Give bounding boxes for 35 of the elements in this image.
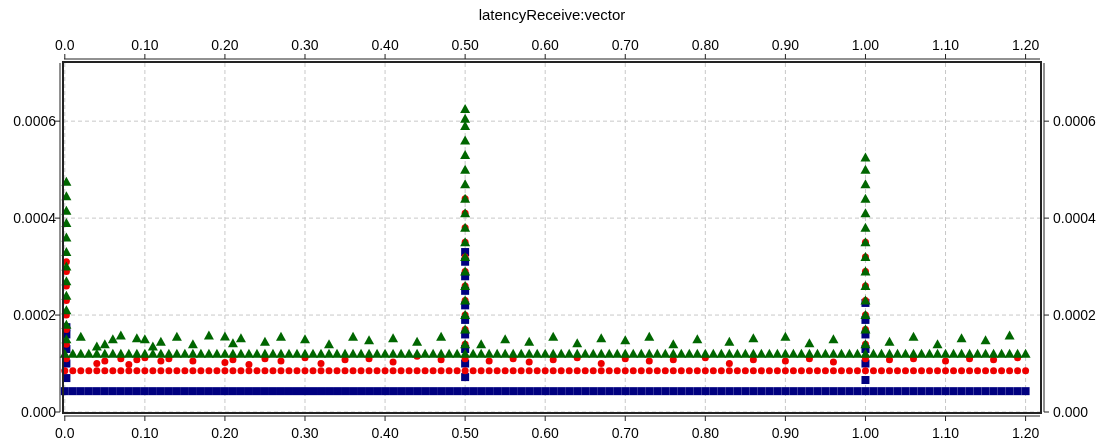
x2-tick-label: 0.0 (55, 425, 75, 441)
chart-title: latencyReceive:vector (478, 6, 626, 23)
y-tick-label: 0.0004 (13, 210, 57, 227)
y2-tick-label: 0.0006 (1053, 113, 1097, 130)
x2-tick-label: 0.60 (531, 425, 560, 441)
x-tick-label: 1.00 (851, 37, 880, 53)
x-tick-label: 1.10 (931, 37, 960, 53)
x-tick-label: 0.30 (291, 37, 319, 53)
x-tick-label: 1.20 (1011, 37, 1040, 53)
x-tick-label: 0.0 (55, 37, 75, 53)
x-tick-label: 0.60 (531, 37, 560, 53)
x2-tick-label: 0.90 (771, 425, 800, 441)
y2-tick-label: 0.0004 (1053, 210, 1097, 227)
y-tick-label: 0.000 (20, 403, 57, 420)
y-tick-label: 0.0002 (13, 306, 57, 323)
x2-tick-label: 0.80 (691, 425, 720, 441)
x-tick-label: 0.50 (451, 37, 479, 53)
x-tick-label: 0.70 (611, 37, 640, 53)
y-tick-label: 0.0006 (13, 113, 57, 130)
x-tick-label: 0.80 (691, 37, 720, 53)
x2-tick-label: 1.00 (851, 425, 880, 441)
x2-tick-label: 0.10 (131, 425, 159, 441)
y2-tick-label: 0.000 (1053, 403, 1089, 420)
x-tick-label: 0.90 (771, 37, 800, 53)
x-tick-label: 0.20 (211, 37, 239, 53)
x2-tick-label: 0.70 (611, 425, 640, 441)
y2-tick-label: 0.0002 (1053, 306, 1097, 323)
x2-tick-label: 1.20 (1011, 425, 1040, 441)
x-tick-label: 0.10 (131, 37, 159, 53)
x2-tick-label: 0.20 (211, 425, 239, 441)
x2-tick-label: 1.10 (931, 425, 960, 441)
x-tick-label: 0.40 (371, 37, 399, 53)
x2-tick-label: 0.50 (451, 425, 479, 441)
x2-tick-label: 0.40 (371, 425, 399, 441)
x2-tick-label: 0.30 (291, 425, 319, 441)
